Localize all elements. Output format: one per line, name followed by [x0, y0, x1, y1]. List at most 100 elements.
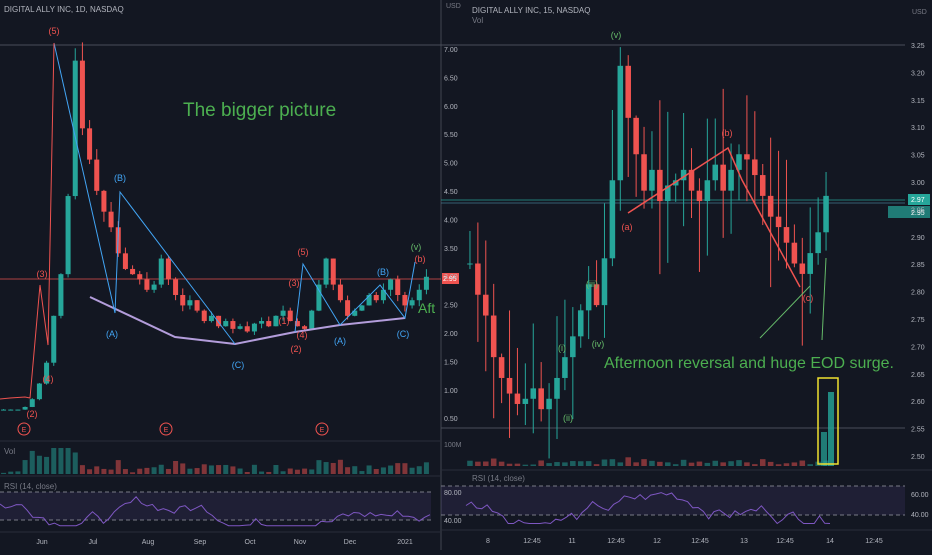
wave-label: (v): [411, 242, 422, 252]
candle-body: [815, 232, 821, 254]
volume-bar: [94, 466, 100, 474]
volume-bar: [366, 465, 372, 474]
candle-body: [287, 310, 293, 322]
candle-body: [767, 195, 774, 217]
candle-body: [101, 190, 107, 212]
candle-body: [309, 310, 315, 329]
volume-bar: [672, 464, 679, 466]
wave-label: (iii): [586, 279, 598, 289]
volume-bar: [1, 472, 7, 474]
left-time-tick: Nov: [294, 539, 307, 546]
candle-body: [44, 362, 50, 384]
volume-bar: [122, 469, 128, 474]
candle-body: [22, 406, 28, 410]
candle-body: [72, 60, 78, 197]
candle-body: [216, 315, 222, 327]
candle-body: [506, 377, 513, 394]
left-price-tick: 3.00: [444, 274, 458, 281]
volume-bar: [752, 464, 758, 466]
volume-bar: [108, 469, 114, 474]
candle-body: [530, 388, 537, 399]
candle-body: [554, 377, 560, 399]
wave-label: (5): [298, 247, 309, 257]
candle-body: [251, 323, 257, 332]
volume-bar: [783, 463, 790, 466]
candle-body: [538, 388, 544, 410]
volume-bar: [180, 463, 186, 474]
candle-body: [180, 295, 186, 306]
candle-body: [237, 326, 243, 329]
earnings-marker-3[interactable]: E: [315, 422, 329, 436]
right-price-tick: 2.70: [911, 344, 925, 351]
right-price-tick: 3.10: [911, 125, 925, 132]
volume-bar: [799, 460, 806, 466]
left-rsi-tick: 80.00: [444, 490, 462, 497]
wave-labels: (5) (3) (4) (2) (B) (A) (C) (5) (3) (1) (4) (2) (A) (…: [27, 26, 814, 423]
candle-body: [775, 216, 782, 228]
annotation-bigger-picture: The bigger picture: [183, 100, 336, 121]
right-arrow-2: [821, 257, 827, 341]
volume-bar: [696, 461, 703, 466]
right-price-tick: 3.15: [911, 98, 925, 105]
left-price-tick: 2.00: [444, 331, 458, 338]
candle-body: [799, 263, 806, 274]
left-price-tick: 1.00: [444, 388, 458, 395]
right-rsi-line: [465, 492, 831, 525]
volume-bar: [704, 462, 711, 466]
right-price-tick: 3.05: [911, 153, 925, 160]
volume-bar: [554, 462, 560, 466]
left-title: DIGITAL ALLY INC, 1D, NASDAQ: [4, 5, 124, 14]
candle-body: [79, 60, 85, 129]
earnings-marker-1[interactable]: E: [17, 422, 31, 436]
right-price-tick: 3.20: [911, 70, 925, 77]
candle-body: [323, 258, 329, 285]
volume-bar: [51, 448, 57, 474]
candle-body: [29, 399, 35, 407]
candle-body: [366, 295, 372, 306]
volume-bar: [173, 461, 179, 474]
volume-bar: [601, 459, 608, 466]
volume-bar: [266, 471, 272, 474]
candle-body: [609, 180, 616, 259]
candle-body: [759, 175, 766, 196]
volume-bar: [744, 462, 750, 466]
candle-body: [665, 185, 671, 202]
right-price-tick: 2.90: [911, 235, 925, 242]
candle-body: [720, 164, 726, 191]
earnings-marker-2[interactable]: E: [159, 422, 173, 436]
candle-body: [294, 321, 300, 327]
left-vol-axis: 100M: [444, 442, 462, 449]
candle-body: [585, 284, 592, 311]
wave-label: (C): [397, 329, 410, 339]
volume-bar: [577, 461, 584, 466]
candle-body: [345, 300, 351, 316]
candle-body: [165, 258, 171, 280]
volume-bar: [617, 462, 624, 466]
volume-bar: [58, 448, 64, 474]
candle-body: [15, 409, 21, 411]
right-price-tick: 3.00: [911, 180, 925, 187]
candle-body: [483, 294, 489, 316]
volume-bar: [728, 461, 734, 466]
left-price-tick: 2.50: [444, 303, 458, 310]
volume-bar: [688, 462, 695, 466]
wave-label: (B): [114, 173, 126, 183]
right-price-tick: 2.85: [911, 262, 925, 269]
volume-bar: [680, 459, 687, 466]
left-wave-line-2: [294, 261, 416, 333]
volume-bar: [22, 460, 28, 474]
candle-body: [807, 253, 813, 274]
volume-bar: [87, 469, 93, 474]
wave-label: (i): [558, 343, 566, 353]
right-rsi-band: [441, 486, 905, 515]
volume-bar: [302, 468, 308, 474]
left-time-tick: Jun: [36, 539, 47, 546]
volume-bar: [144, 467, 150, 474]
candle-body: [122, 253, 128, 269]
right-time-tick: 14: [826, 538, 834, 545]
candle-body: [244, 326, 250, 332]
left-vol-label: Vol: [4, 447, 15, 456]
candle-body: [380, 289, 386, 301]
volume-bar: [65, 448, 71, 474]
